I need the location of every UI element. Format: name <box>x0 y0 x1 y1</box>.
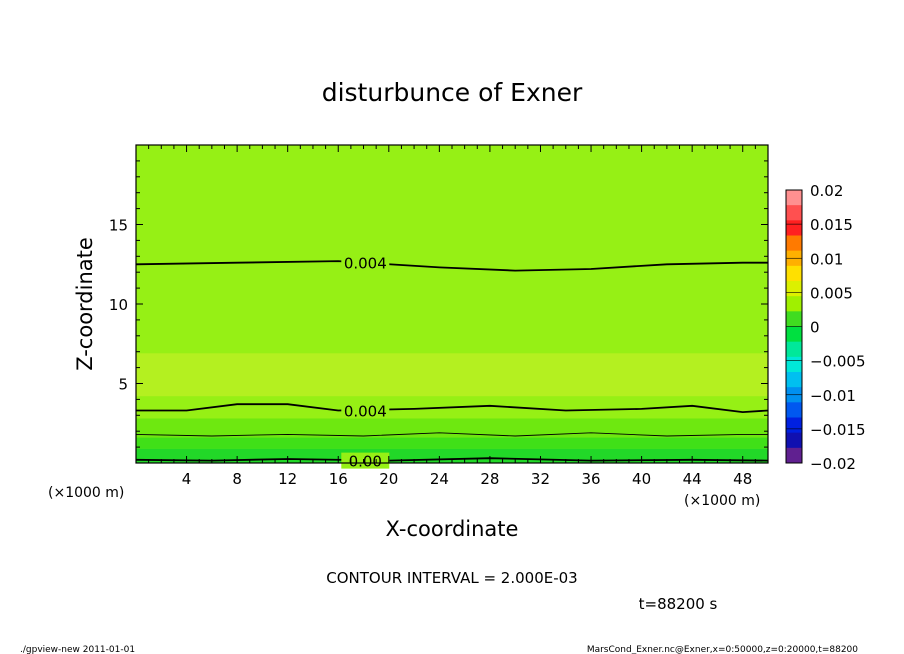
contour-interval-text: CONTOUR INTERVAL = 2.000E-03 <box>326 569 577 587</box>
y-axis-ticks: 5 10 15 <box>109 160 768 448</box>
x-tick-label-28: 28 <box>480 470 499 488</box>
x-axis-label: X-coordinate <box>386 517 519 541</box>
footer-left: ./gpview-new 2011-01-01 <box>20 645 135 654</box>
colorbar-swatch-5 <box>786 265 802 282</box>
footer-right: MarsCond_Exner.nc@Exner,x=0:50000,z=0:20… <box>587 645 858 654</box>
colorbar-swatch-12 <box>786 372 802 388</box>
contour-label-bg-0 <box>341 254 390 271</box>
colorbar-swatch-7 <box>786 296 802 312</box>
chart-title: disturbunce of Exner <box>322 78 583 107</box>
filled-contour-bands <box>136 145 768 463</box>
y-tick-label-5: 5 <box>118 376 128 394</box>
x-unit-left: (×1000 m) <box>48 485 124 501</box>
colorbar-swatch-11 <box>786 356 802 373</box>
colorbar-label-2: 0.01 <box>810 250 843 268</box>
colorbar-label-8: −0.02 <box>810 455 856 473</box>
colorbar-label-4: 0 <box>810 319 820 337</box>
colorbar-label-0: 0.02 <box>810 182 843 200</box>
x-tick-label-40: 40 <box>632 470 651 488</box>
colorbar-label-3: 0.005 <box>810 284 853 302</box>
x-tick-label-24: 24 <box>430 470 449 488</box>
colorbar-swatch-16 <box>786 432 802 449</box>
contour-line-1 <box>136 403 768 414</box>
x-tick-label-16: 16 <box>329 470 348 488</box>
y-axis-label: Z-coordinate <box>73 237 97 371</box>
x-tick-label-32: 32 <box>531 470 550 488</box>
colorbar-label-6: −0.01 <box>810 387 856 405</box>
colorbar-swatch-1 <box>786 205 802 221</box>
contour-label-2: 0.00 <box>349 453 382 471</box>
colorbar-label-1: 0.015 <box>810 216 853 234</box>
colorbar-swatch-15 <box>786 417 802 434</box>
contour-label-1: 0.004 <box>344 403 387 421</box>
colorbar-swatch-14 <box>786 402 802 418</box>
x-tick-label-36: 36 <box>581 470 600 488</box>
fill-band-0 <box>136 145 768 463</box>
colorbar-swatch-6 <box>786 281 802 297</box>
contour-line-0 <box>136 260 768 272</box>
colorbar-swatch-0 <box>786 190 802 206</box>
contour-label-bg-2 <box>341 452 390 469</box>
contour-line-2 <box>136 432 768 437</box>
x-tick-label-20: 20 <box>379 470 398 488</box>
colorbar-swatch-2 <box>786 220 802 236</box>
fill-band-1 <box>136 353 768 397</box>
x-axis-ticks: 4 8 12 16 20 24 28 32 36 40 44 48 <box>148 145 756 488</box>
x-tick-label-48: 48 <box>733 470 752 488</box>
colorbar: 0.02 0.015 0.01 0.005 0 −0.005 −0.01 −0.015 −0.0… <box>785 182 866 473</box>
x-tick-label-44: 44 <box>683 470 702 488</box>
x-tick-label-8: 8 <box>232 470 242 488</box>
fill-band-3 <box>136 437 768 449</box>
contour-labels: 0.004 0.004 0.00 <box>341 254 390 471</box>
x-tick-label-4: 4 <box>182 470 192 488</box>
colorbar-swatch-8 <box>786 311 802 327</box>
x-unit-right: (×1000 m) <box>684 493 760 509</box>
fill-band-2 <box>136 418 768 438</box>
colorbar-swatch-10 <box>786 341 802 358</box>
y-tick-label-15: 15 <box>109 217 128 235</box>
colorbar-swatch-3 <box>786 235 802 252</box>
colorbar-swatch-17 <box>786 447 802 464</box>
colorbar-label-7: −0.015 <box>810 421 866 439</box>
contour-label-bg-1 <box>341 402 390 419</box>
time-text: t=88200 s <box>639 595 718 613</box>
colorbar-label-5: −0.005 <box>810 353 866 371</box>
x-tick-label-12: 12 <box>278 470 297 488</box>
y-tick-label-10: 10 <box>109 296 128 314</box>
colorbar-swatch-9 <box>786 326 802 343</box>
contour-label-0: 0.004 <box>344 255 387 273</box>
